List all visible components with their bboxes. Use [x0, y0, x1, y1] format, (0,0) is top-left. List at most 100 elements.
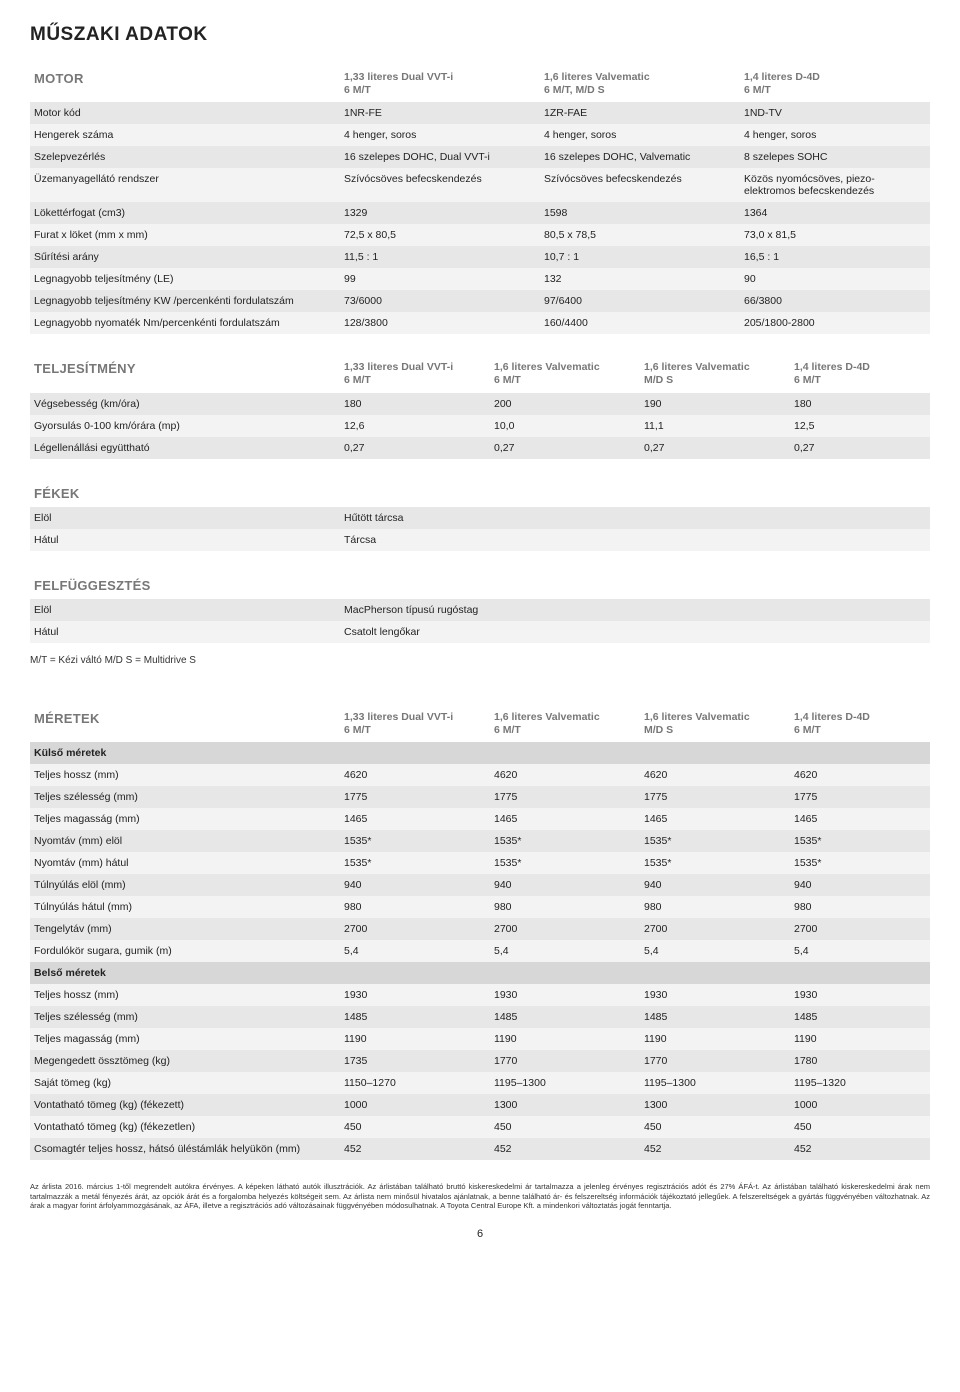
row-value: 99 — [340, 268, 540, 290]
row-value: 4620 — [340, 764, 490, 786]
row-value: 940 — [340, 874, 490, 896]
row-label: Nyomtáv (mm) elöl — [30, 830, 340, 852]
row-value: 5,4 — [490, 940, 640, 962]
table-row: Végsebesség (km/óra)180200190180 — [30, 393, 930, 415]
row-value: 1465 — [340, 808, 490, 830]
row-value: 1535* — [490, 830, 640, 852]
row-value: 1NR-FE — [340, 102, 540, 124]
table-subheading: Belső méretek — [30, 962, 930, 984]
susp-heading: FELFÜGGESZTÉS — [34, 578, 151, 593]
row-value: Csatolt lengőkar — [340, 621, 540, 643]
perf-table: TELJESÍTMÉNY 1,33 literes Dual VVT-i6 M/… — [30, 356, 930, 458]
row-value: 1465 — [490, 808, 640, 830]
row-value: 180 — [790, 393, 930, 415]
table-row: Teljes szélesség (mm)1485148514851485 — [30, 1006, 930, 1028]
row-value: 452 — [340, 1138, 490, 1160]
row-label: Üzemanyagellátó rendszer — [30, 168, 340, 202]
motor-col0: 1,33 literes Dual VVT-i6 M/T — [340, 66, 540, 102]
row-label: Teljes szélesség (mm) — [30, 1006, 340, 1028]
table-row: Tengelytáv (mm)2700270027002700 — [30, 918, 930, 940]
row-value: 1465 — [790, 808, 930, 830]
row-value: 16 szelepes DOHC, Dual VVT-i — [340, 146, 540, 168]
susp-table: FELFÜGGESZTÉS ElölMacPherson típusú rugó… — [30, 573, 930, 643]
table-row: Vontatható tömeg (kg) (fékezetlen)450450… — [30, 1116, 930, 1138]
row-label: Csomagtér teljes hossz, hátsó üléstámlák… — [30, 1138, 340, 1160]
page-number: 6 — [30, 1228, 930, 1240]
perf-col2: 1,6 literes ValvematicM/D S — [640, 356, 790, 392]
row-value: 1190 — [340, 1028, 490, 1050]
row-value: 2700 — [640, 918, 790, 940]
row-value: Szívócsöves befecskendezés — [340, 168, 540, 202]
dims-col1: 1,6 literes Valvematic6 M/T — [490, 706, 640, 742]
row-value: 2700 — [790, 918, 930, 940]
row-value: 1775 — [640, 786, 790, 808]
row-value: 4620 — [490, 764, 640, 786]
table-row: Vontatható tömeg (kg) (fékezett)10001300… — [30, 1094, 930, 1116]
row-value: 16 szelepes DOHC, Valvematic — [540, 146, 740, 168]
row-value: 4620 — [790, 764, 930, 786]
row-value: 128/3800 — [340, 312, 540, 334]
row-value: 1775 — [340, 786, 490, 808]
row-label: Lökettérfogat (cm3) — [30, 202, 340, 224]
row-value: Szívócsöves befecskendezés — [540, 168, 740, 202]
motor-col1: 1,6 literes Valvematic6 M/T, M/D S — [540, 66, 740, 102]
row-value: 1535* — [790, 830, 930, 852]
table-row: Túlnyúlás hátul (mm)980980980980 — [30, 896, 930, 918]
dims-col3: 1,4 literes D-4D6 M/T — [790, 706, 930, 742]
row-value: 1535* — [340, 830, 490, 852]
row-value: 940 — [790, 874, 930, 896]
row-value: Tárcsa — [340, 529, 540, 551]
row-value: 12,5 — [790, 415, 930, 437]
table-row: Teljes szélesség (mm)1775177517751775 — [30, 786, 930, 808]
row-label: Legnagyobb teljesítmény (LE) — [30, 268, 340, 290]
row-value: 0,27 — [790, 437, 930, 459]
table-row: Legnagyobb teljesítmény KW /percenkénti … — [30, 290, 930, 312]
perf-col0: 1,33 literes Dual VVT-i6 M/T — [340, 356, 490, 392]
row-value: 0,27 — [640, 437, 790, 459]
row-value: 0,27 — [340, 437, 490, 459]
row-value: 72,5 x 80,5 — [340, 224, 540, 246]
row-value: Közös nyomócsöves, piezo-elektromos befe… — [740, 168, 930, 202]
row-label: Saját tömeg (kg) — [30, 1072, 340, 1094]
table-row: Gyorsulás 0-100 km/órára (mp)12,610,011,… — [30, 415, 930, 437]
table-row: Hengerek száma4 henger, soros4 henger, s… — [30, 124, 930, 146]
row-value: 1485 — [490, 1006, 640, 1028]
row-value: 452 — [490, 1138, 640, 1160]
table-row: Teljes magasság (mm)1465146514651465 — [30, 808, 930, 830]
table-subheading: Külső méretek — [30, 742, 930, 764]
row-value — [540, 599, 740, 621]
table-row: Csomagtér teljes hossz, hátsó üléstámlák… — [30, 1138, 930, 1160]
row-value: 980 — [340, 896, 490, 918]
row-value: 450 — [490, 1116, 640, 1138]
row-label: Gyorsulás 0-100 km/órára (mp) — [30, 415, 340, 437]
table-row: Megengedett össztömeg (kg)17351770177017… — [30, 1050, 930, 1072]
row-value: 450 — [790, 1116, 930, 1138]
table-row: Fordulókör sugara, gumik (m)5,45,45,45,4 — [30, 940, 930, 962]
row-value: 1770 — [640, 1050, 790, 1072]
row-value: 1930 — [790, 984, 930, 1006]
row-value — [740, 599, 930, 621]
row-value: 16,5 : 1 — [740, 246, 930, 268]
row-value: 1364 — [740, 202, 930, 224]
row-value: 2700 — [490, 918, 640, 940]
row-value: 1190 — [490, 1028, 640, 1050]
row-value: 4620 — [640, 764, 790, 786]
row-value: 4 henger, soros — [540, 124, 740, 146]
row-value: 132 — [540, 268, 740, 290]
table-row: Nyomtáv (mm) elöl1535*1535*1535*1535* — [30, 830, 930, 852]
table-row: ElölHűtött tárcsa — [30, 507, 930, 529]
row-value: 200 — [490, 393, 640, 415]
row-value: 1780 — [790, 1050, 930, 1072]
row-value: 1535* — [640, 830, 790, 852]
row-value: 1300 — [640, 1094, 790, 1116]
footnote: Az árlista 2016. március 1-től megrendel… — [30, 1182, 930, 1210]
dims-table: MÉRETEK 1,33 literes Dual VVT-i6 M/T 1,6… — [30, 706, 930, 1160]
row-value: 1195–1300 — [490, 1072, 640, 1094]
row-value — [540, 507, 740, 529]
row-label: Légellenállási együttható — [30, 437, 340, 459]
table-row: HátulCsatolt lengőkar — [30, 621, 930, 643]
row-value: 5,4 — [340, 940, 490, 962]
row-value: 5,4 — [790, 940, 930, 962]
row-label: Fordulókör sugara, gumik (m) — [30, 940, 340, 962]
table-row: Teljes magasság (mm)1190119011901190 — [30, 1028, 930, 1050]
